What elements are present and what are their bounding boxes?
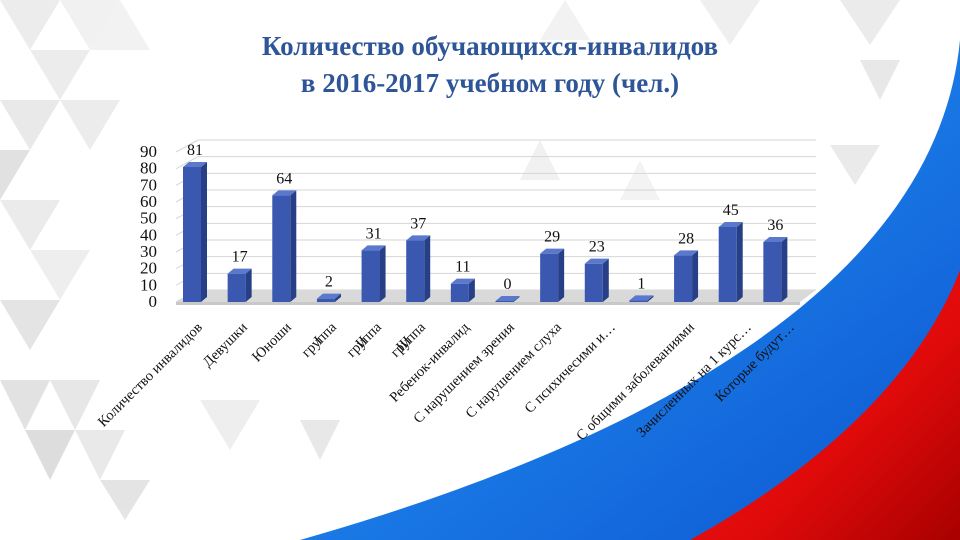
y-tick-label: 30 (140, 242, 157, 261)
triangle-pattern (0, 0, 900, 520)
data-label: 36 (767, 217, 783, 234)
y-tick-label: 60 (140, 192, 157, 211)
bar: 37 (406, 215, 431, 302)
data-label: 0 (504, 276, 512, 293)
x-category-label: Девушки (200, 319, 251, 370)
y-tick-label: 50 (140, 209, 157, 228)
bar: 0 (495, 276, 520, 302)
y-tick-label: 80 (140, 159, 157, 178)
bar: 29 (540, 229, 565, 302)
bar: 31 (361, 225, 386, 302)
data-label: 17 (232, 249, 248, 266)
bar: 36 (763, 217, 788, 302)
data-label: 81 (187, 142, 203, 159)
y-tick-label: 10 (140, 275, 157, 294)
slide-title: Количество обучающихся-инвалидов в 2016-… (170, 28, 810, 102)
bar: 2 (316, 274, 341, 302)
data-label: 2 (325, 274, 333, 291)
bar: 17 (227, 249, 252, 302)
bar: 28 (674, 230, 699, 302)
y-tick-label: 40 (140, 225, 157, 244)
title-line-1: Количество обучающихся-инвалидов (261, 31, 719, 61)
y-tick-label: 90 (140, 142, 157, 161)
y-tick-label: 70 (140, 175, 157, 194)
y-tick-label: 20 (140, 259, 157, 278)
data-label: 45 (723, 202, 739, 219)
x-category-label: Ребенок-инвалид (387, 319, 474, 406)
bar: 45 (718, 202, 743, 302)
x-category-label: Которые будут… (712, 320, 798, 406)
data-label: 31 (366, 225, 382, 242)
flag-red-wave (690, 270, 960, 540)
data-label: 28 (678, 230, 694, 247)
data-label: 64 (276, 170, 292, 187)
data-label: 23 (589, 239, 605, 256)
bar: 81 (183, 142, 207, 302)
x-category-label: Количество инвалидов (95, 319, 206, 430)
data-label: 1 (637, 275, 645, 292)
y-tick-label: 0 (149, 292, 158, 311)
flag-blue-wave (300, 40, 960, 540)
bar: 11 (450, 259, 475, 302)
x-category-label: Юноши (249, 319, 295, 365)
data-label: 11 (455, 259, 470, 276)
data-label: 29 (544, 229, 560, 246)
bar: 64 (272, 170, 297, 302)
title-line-2: в 2016-2017 учебном году (чел.) (300, 68, 680, 98)
data-label: 37 (410, 215, 426, 232)
bar: 23 (584, 239, 609, 302)
bar: 1 (629, 275, 654, 302)
